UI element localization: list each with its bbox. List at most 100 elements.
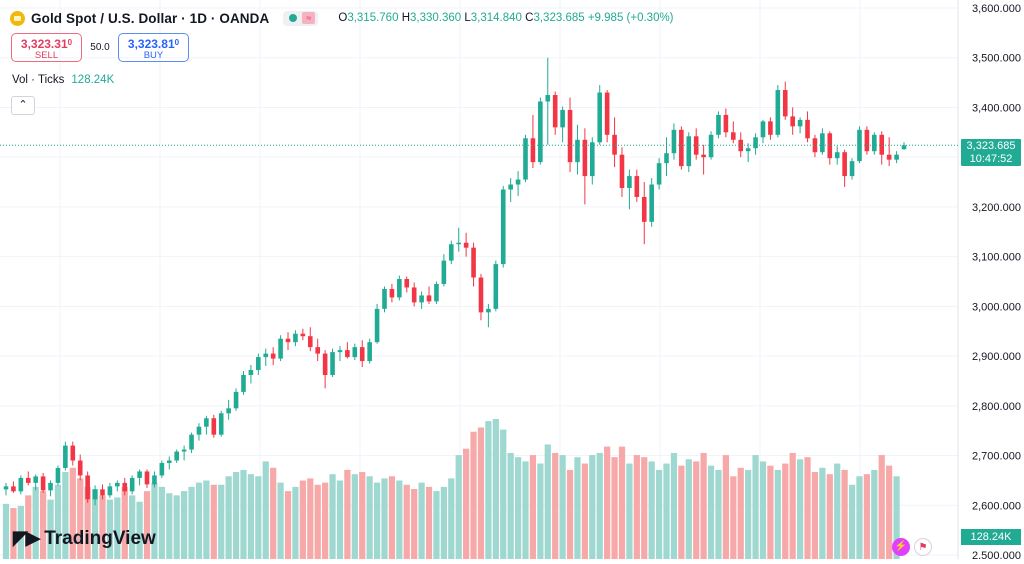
candle-body bbox=[441, 260, 447, 284]
candle-body bbox=[77, 460, 83, 476]
volume-bar bbox=[737, 467, 744, 559]
high-value: 3,330.360 bbox=[410, 12, 462, 24]
sell-label: SELL bbox=[34, 50, 59, 61]
volume-bar bbox=[455, 455, 462, 559]
candle-body bbox=[486, 308, 491, 313]
gold-coin-icon bbox=[10, 10, 25, 26]
y-tick-label: 3,600.000 bbox=[972, 3, 1021, 15]
tradingview-logo[interactable]: ◤▶ TradingView bbox=[13, 527, 156, 550]
candle-body bbox=[152, 475, 157, 485]
flag-icon[interactable]: ⚑ bbox=[914, 538, 932, 556]
data-problem-icon[interactable]: ≈ bbox=[302, 12, 316, 24]
volume-bar bbox=[544, 444, 551, 559]
candle-body bbox=[374, 308, 380, 343]
volume-bar bbox=[774, 469, 781, 559]
volume-bar bbox=[715, 469, 722, 559]
candle-body bbox=[612, 134, 617, 155]
candle-body bbox=[879, 134, 885, 155]
volume-badge: 128.24K bbox=[961, 529, 1021, 545]
symbol-title[interactable]: Gold Spot / U.S. Dollar · 1D · OANDA bbox=[31, 10, 270, 26]
volume-bar bbox=[210, 484, 217, 559]
candle-body bbox=[493, 264, 499, 309]
volume-bar bbox=[767, 465, 774, 559]
volume-bar bbox=[284, 491, 292, 559]
buy-button[interactable]: 3,323.810 BUY bbox=[118, 33, 189, 62]
volume-bar bbox=[277, 482, 284, 559]
volume-bar bbox=[32, 486, 39, 559]
buy-price-pip: 0 bbox=[174, 38, 180, 47]
volume-bar bbox=[403, 484, 410, 559]
candle-body bbox=[575, 139, 580, 163]
candle-body bbox=[211, 418, 217, 435]
candle-body bbox=[256, 357, 261, 371]
candle-body bbox=[664, 153, 669, 164]
change-value: +9.985 (+0.30%) bbox=[587, 12, 674, 24]
market-open-dot-icon bbox=[289, 14, 298, 22]
market-status-toggle[interactable]: ≈ bbox=[283, 10, 319, 26]
low-label: L bbox=[464, 12, 471, 24]
candle-body bbox=[270, 353, 276, 359]
volume-bar bbox=[62, 472, 69, 559]
candle-body bbox=[263, 353, 269, 358]
candle-body bbox=[129, 477, 135, 492]
candle-body bbox=[790, 116, 795, 127]
collapse-legend-button[interactable]: ⌃ bbox=[11, 96, 35, 115]
volume-bar bbox=[893, 476, 900, 559]
candle-body bbox=[40, 476, 46, 491]
volume-bar bbox=[47, 499, 54, 559]
candle-body bbox=[456, 242, 462, 245]
volume-bar bbox=[351, 474, 358, 559]
candle-body bbox=[560, 109, 565, 128]
volume-bar bbox=[463, 448, 470, 559]
volume-bar bbox=[745, 469, 752, 559]
high-label: H bbox=[401, 12, 410, 24]
volume-bar bbox=[25, 495, 32, 559]
sell-button[interactable]: 3,323.310 SELL bbox=[11, 33, 82, 62]
candle-body bbox=[248, 370, 254, 375]
volume-legend[interactable]: Vol · Ticks 128.24K bbox=[12, 74, 114, 86]
candle-body bbox=[63, 445, 68, 468]
volume-bar bbox=[559, 455, 566, 559]
volume-bar bbox=[589, 455, 596, 559]
y-tick-label: 2,500.000 bbox=[972, 550, 1021, 559]
volume-bar bbox=[566, 469, 574, 559]
open-value: 3,315.760 bbox=[347, 12, 399, 24]
volume-bar bbox=[626, 463, 633, 559]
volume-bar bbox=[2, 503, 10, 559]
volume-bar bbox=[848, 484, 856, 559]
chevron-up-icon: ⌃ bbox=[18, 99, 28, 111]
sell-price: 3,323.31 bbox=[20, 37, 68, 51]
volume-bar bbox=[655, 469, 663, 559]
volume-bar bbox=[373, 482, 381, 559]
candle-body bbox=[812, 138, 818, 153]
candle-body bbox=[604, 92, 610, 135]
volume-bar bbox=[841, 469, 848, 559]
volume-bar bbox=[247, 474, 255, 559]
candle-body bbox=[55, 467, 61, 483]
volume-legend-value: 128.24K bbox=[71, 74, 115, 86]
candle-body bbox=[686, 136, 692, 167]
candle-body bbox=[85, 475, 90, 500]
volume-bar bbox=[730, 476, 737, 559]
candle-body bbox=[115, 482, 120, 487]
candle-body bbox=[597, 92, 603, 143]
volume-bar bbox=[878, 455, 885, 559]
candle-body bbox=[404, 279, 410, 288]
bottom-icons: ⚡ ⚑ bbox=[892, 538, 936, 556]
volume-bar bbox=[388, 476, 396, 559]
candle-body bbox=[515, 179, 521, 185]
candle-body bbox=[70, 445, 76, 461]
volume-bar bbox=[329, 474, 336, 559]
volume-bar bbox=[17, 505, 24, 559]
candle-body bbox=[679, 129, 684, 167]
y-tick-label: 3,400.000 bbox=[972, 102, 1021, 114]
candle-body bbox=[322, 353, 328, 375]
ohlc-values: O3,315.760 H3,330.360 L3,314.840 C3,323.… bbox=[338, 12, 673, 24]
candle-body bbox=[716, 114, 721, 135]
volume-bar bbox=[782, 463, 789, 559]
lightning-icon[interactable]: ⚡ bbox=[892, 538, 910, 556]
candle-body bbox=[218, 413, 224, 435]
y-tick-label: 3,000.000 bbox=[972, 301, 1021, 313]
